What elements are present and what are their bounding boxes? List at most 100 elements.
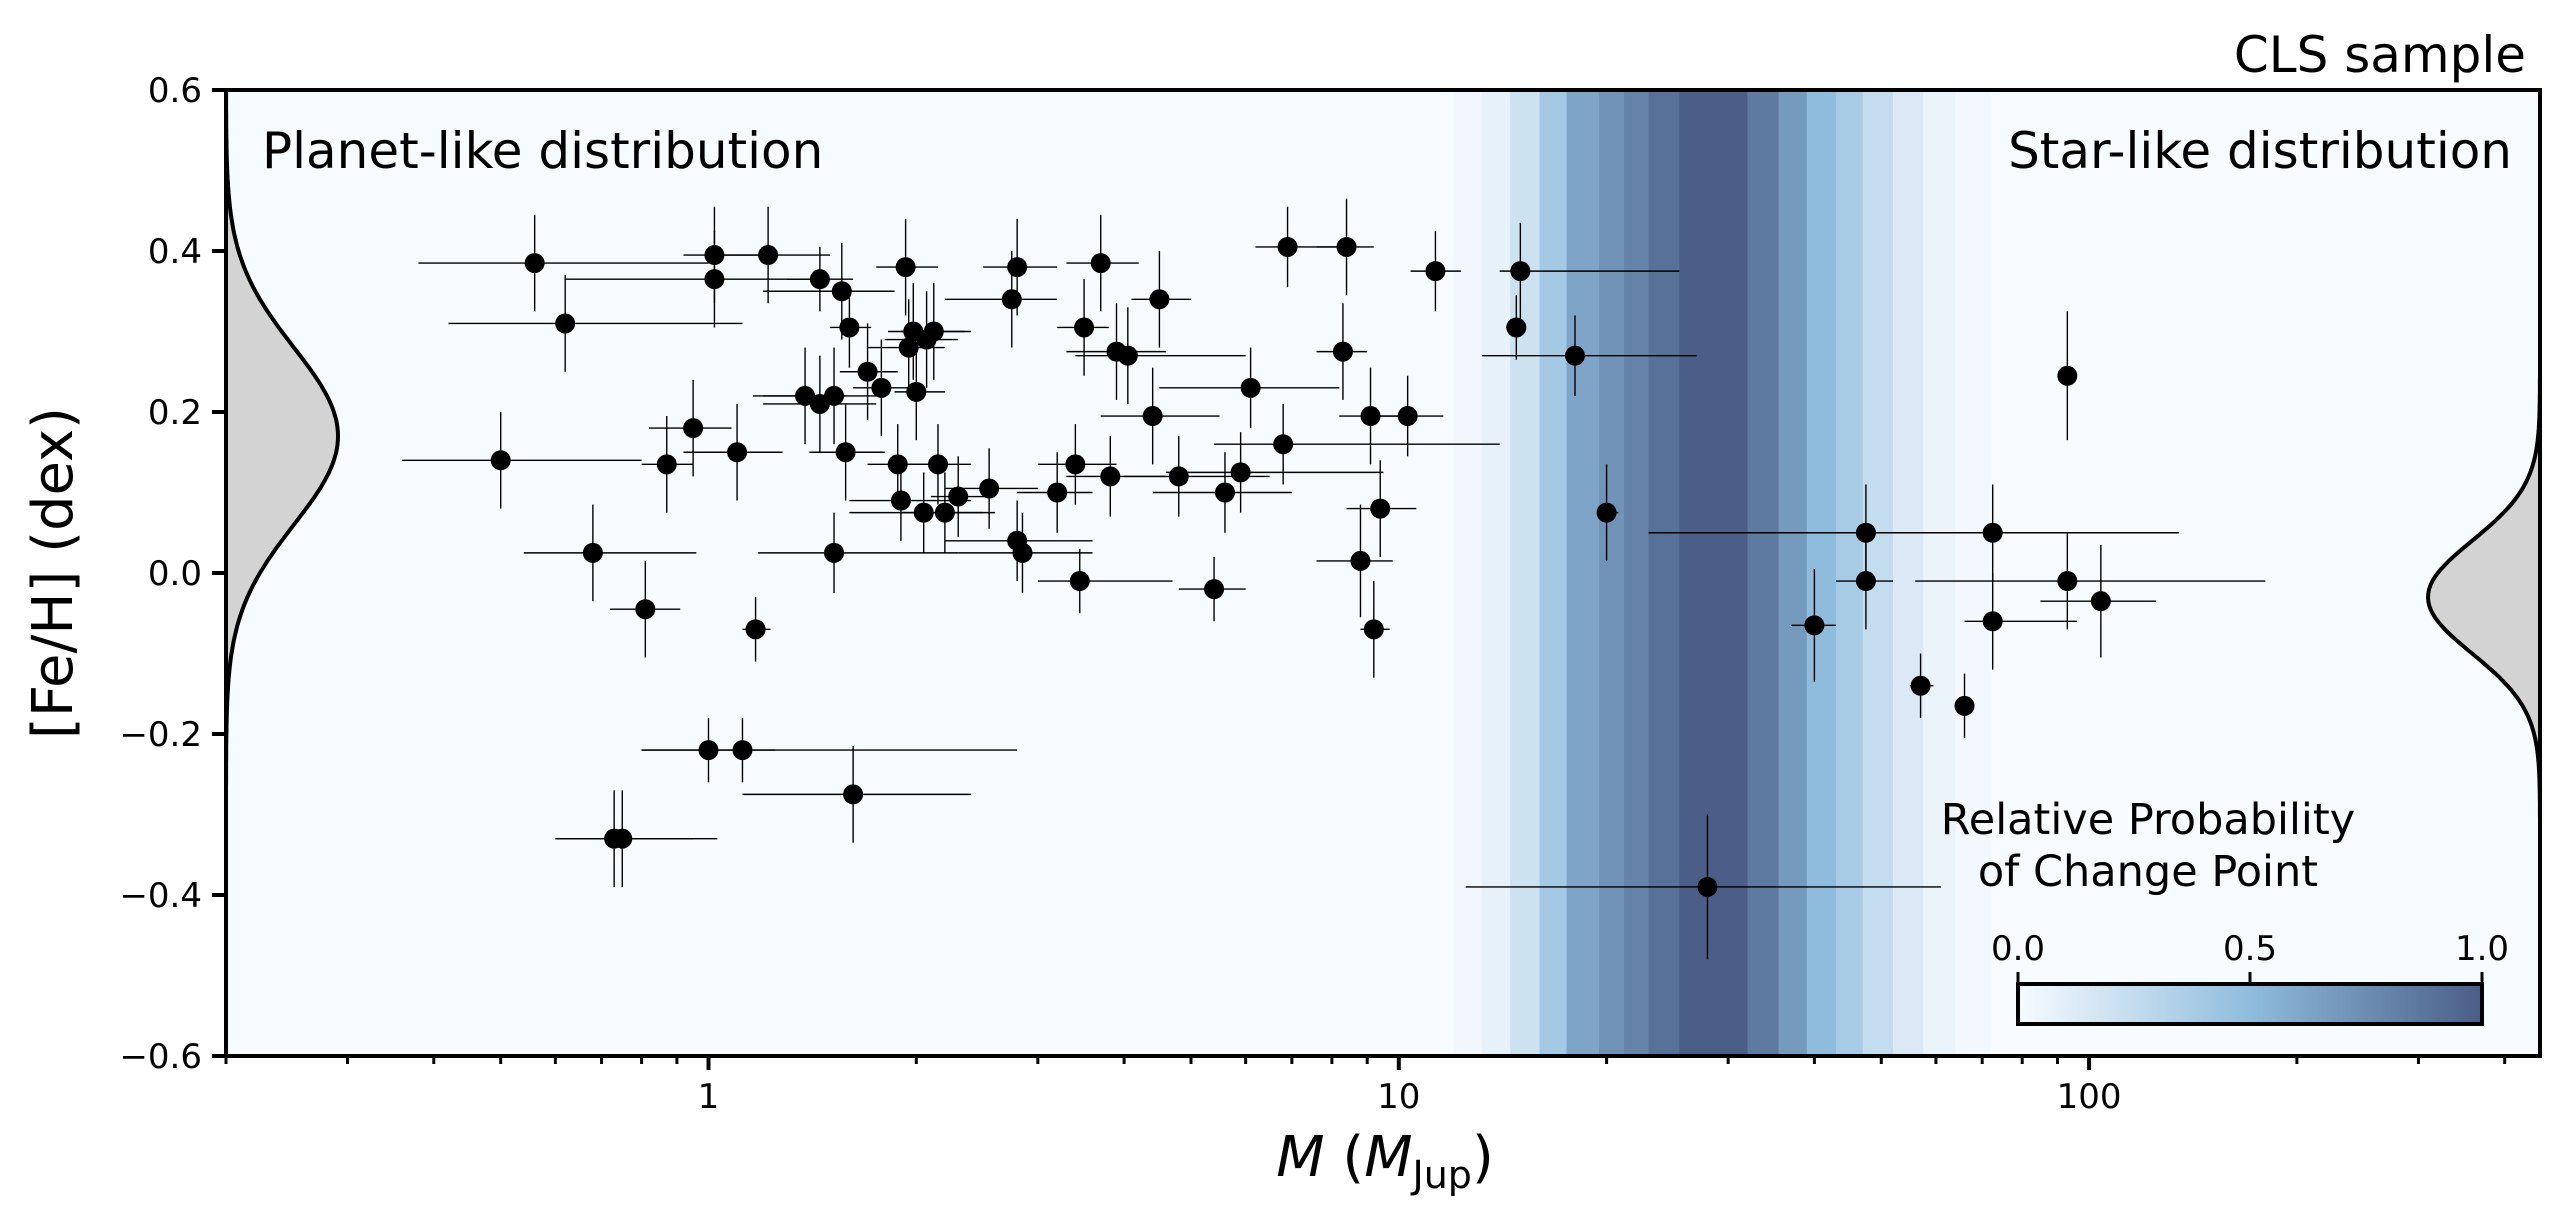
colorbar-title-line1: Relative Probability	[1941, 795, 2355, 845]
data-point	[1506, 295, 1527, 360]
data-point	[742, 597, 771, 662]
data-point	[1482, 315, 1697, 396]
change-point-bands	[226, 90, 2541, 1056]
data-marker	[843, 784, 864, 805]
data-marker	[1804, 615, 1825, 636]
data-point	[1214, 403, 1500, 485]
probability-band	[1566, 90, 1600, 1056]
data-marker	[1982, 522, 2003, 543]
x-axis-label: M (MJup)	[1276, 1125, 1494, 1197]
data-marker	[1425, 261, 1446, 282]
data-marker	[1510, 261, 1531, 282]
colorbar-title-line2: of Change Point	[1978, 847, 2318, 897]
data-point	[763, 347, 885, 445]
data-point	[2040, 544, 2156, 658]
data-marker	[1007, 257, 1028, 278]
data-point	[1316, 198, 1374, 296]
data-marker	[890, 490, 911, 511]
data-marker	[1090, 253, 1111, 274]
data-point	[1373, 375, 1444, 457]
data-points	[402, 198, 2266, 960]
data-marker	[824, 542, 845, 563]
data-marker	[1596, 502, 1617, 523]
data-marker	[1370, 498, 1391, 519]
data-marker	[612, 828, 633, 849]
data-marker	[1069, 571, 1090, 592]
star-like-label: Star-like distribution	[2008, 122, 2512, 180]
probability-band	[1453, 90, 1483, 1056]
data-point	[1360, 581, 1390, 678]
data-marker	[1397, 406, 1418, 427]
data-marker	[871, 377, 892, 398]
data-marker	[2090, 591, 2111, 612]
y-axis: 0.6 0.4 0.2 0.0 −0.2 −0.4 −0.6	[119, 71, 226, 1077]
data-marker	[923, 321, 944, 342]
data-point	[1152, 452, 1292, 533]
y-tick-label: 0.2	[148, 393, 202, 433]
data-marker	[1012, 542, 1033, 563]
probability-band	[1539, 90, 1568, 1056]
probability-band	[1624, 90, 1650, 1056]
data-marker	[1047, 482, 1068, 503]
x-axis: 1 10 100	[224, 1056, 2507, 1117]
data-marker	[1001, 289, 1022, 310]
data-point	[1499, 222, 1680, 320]
data-point	[900, 283, 971, 380]
data-point	[1465, 814, 1941, 960]
colorbar: Relative Probability of Change Point 0.0…	[1941, 795, 2509, 1026]
data-marker	[758, 245, 779, 266]
data-marker	[1168, 466, 1189, 487]
data-point	[1346, 460, 1417, 557]
data-marker	[1506, 317, 1527, 338]
data-point	[641, 416, 694, 513]
data-marker	[934, 502, 955, 523]
probability-band	[1599, 90, 1625, 1056]
data-marker	[927, 454, 948, 475]
data-marker	[635, 599, 656, 620]
data-marker	[979, 478, 1000, 499]
colorbar-ticks: 0.0 0.5 1.0	[1991, 929, 2509, 984]
probability-band	[1648, 90, 1681, 1056]
data-point	[1159, 347, 1340, 429]
data-marker	[704, 269, 725, 290]
data-marker	[490, 450, 511, 471]
data-marker	[895, 257, 916, 278]
data-point	[402, 412, 642, 509]
y-tick-label: −0.4	[119, 876, 202, 916]
data-marker	[1332, 341, 1353, 362]
data-point	[983, 218, 1058, 316]
star-distribution-fill	[2428, 90, 2540, 1056]
data-point	[944, 448, 1038, 529]
data-marker	[524, 253, 545, 274]
probability-band	[1923, 90, 1956, 1056]
data-marker	[1855, 571, 1876, 592]
data-point	[1017, 452, 1093, 533]
data-point	[649, 379, 732, 477]
y-tick-label: 0.4	[148, 232, 202, 272]
data-point	[958, 512, 1093, 594]
probability-band	[1955, 90, 1992, 1056]
data-marker	[887, 454, 908, 475]
data-point	[1124, 436, 1270, 517]
data-marker	[1277, 236, 1298, 257]
data-point	[1037, 424, 1117, 505]
data-marker	[1360, 406, 1381, 427]
data-point	[758, 512, 959, 594]
data-marker	[1214, 482, 1235, 503]
planet-distribution-fill	[226, 90, 338, 1056]
data-point	[565, 230, 814, 328]
data-marker	[1350, 550, 1371, 571]
data-marker	[656, 454, 677, 475]
data-point	[830, 287, 872, 368]
data-marker	[906, 381, 927, 402]
data-marker	[1230, 462, 1251, 483]
data-point	[720, 206, 831, 304]
y-tick-label: 0.0	[148, 554, 202, 594]
data-point	[641, 717, 1018, 783]
data-marker	[1240, 377, 1261, 398]
data-marker	[1697, 876, 1718, 897]
data-marker	[809, 269, 830, 290]
x-tick-label: 10	[1377, 1077, 1420, 1117]
data-marker	[732, 740, 753, 761]
